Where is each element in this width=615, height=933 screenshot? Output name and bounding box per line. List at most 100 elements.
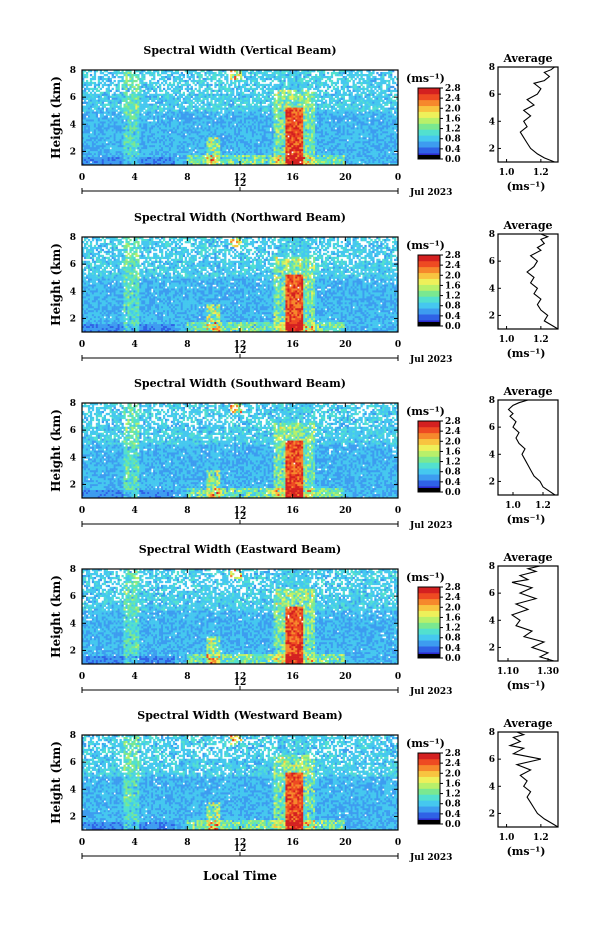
heatmap-cell — [380, 84, 382, 86]
heatmap-cell — [129, 94, 131, 96]
heatmap-cell — [206, 96, 208, 98]
heatmap-cell — [157, 94, 159, 96]
heatmap-cell — [260, 94, 262, 96]
heatmap-cell — [372, 86, 374, 88]
heatmap-cell — [289, 129, 291, 131]
heatmap-cell — [327, 123, 329, 125]
heatmap-cell — [353, 106, 355, 108]
heatmap-cell — [287, 106, 289, 108]
heatmap-cell — [202, 110, 204, 112]
heatmap-cell — [228, 106, 230, 108]
heatmap-cell — [139, 72, 141, 74]
heatmap-cell — [274, 106, 276, 108]
heatmap-cell — [218, 80, 220, 82]
heatmap-cell — [187, 131, 189, 133]
heatmap-cell — [305, 119, 307, 121]
heatmap-cell — [199, 84, 201, 86]
heatmap-cell — [202, 78, 204, 80]
heatmap-cell — [127, 127, 129, 129]
heatmap-cell — [335, 72, 337, 74]
heatmap-cell — [276, 88, 278, 90]
heatmap-cell — [301, 78, 303, 80]
heatmap-cell — [362, 123, 364, 125]
heatmap-cell — [386, 100, 388, 102]
heatmap-cell — [390, 125, 392, 127]
heatmap-cell — [289, 106, 291, 108]
heatmap-cell — [131, 90, 133, 92]
heatmap-cell — [177, 102, 179, 104]
heatmap-cell — [131, 110, 133, 112]
heatmap-cell — [376, 112, 378, 114]
heatmap-cell — [133, 129, 135, 131]
heatmap-cell — [325, 112, 327, 114]
heatmap-cell — [159, 106, 161, 108]
heatmap-cell — [232, 112, 234, 114]
heatmap-cell — [360, 96, 362, 98]
heatmap-cell — [311, 125, 313, 127]
heatmap-cell — [305, 76, 307, 78]
heatmap-cell — [309, 125, 311, 127]
heatmap-cell — [258, 84, 260, 86]
heatmap-cell — [285, 98, 287, 100]
heatmap-cell — [169, 125, 171, 127]
heatmap-cell — [167, 86, 169, 88]
heatmap-cell — [226, 131, 228, 133]
heatmap-cell — [123, 131, 125, 133]
heatmap-cell — [370, 94, 372, 96]
heatmap-cell — [206, 108, 208, 110]
heatmap-cell — [360, 72, 362, 74]
heatmap-cell — [331, 82, 333, 84]
heatmap-cell — [359, 96, 361, 98]
heatmap-cell — [359, 118, 361, 120]
heatmap-cell — [208, 127, 210, 129]
heatmap-cell — [230, 98, 232, 100]
heatmap-cell — [378, 125, 380, 127]
heatmap-cell — [202, 108, 204, 110]
heatmap-cell — [100, 82, 102, 84]
heatmap-cell — [335, 104, 337, 106]
heatmap-cell — [210, 84, 212, 86]
heatmap-cell — [206, 92, 208, 94]
heatmap-cell — [360, 119, 362, 121]
heatmap-cell — [293, 108, 295, 110]
heatmap-cell — [252, 76, 254, 78]
heatmap-cell — [260, 108, 262, 110]
heatmap-cell — [202, 100, 204, 102]
heatmap-cell — [386, 72, 388, 74]
heatmap-cell — [112, 121, 114, 123]
heatmap-cell — [222, 88, 224, 90]
heatmap-cell — [127, 104, 129, 106]
heatmap-cell — [204, 116, 206, 118]
heatmap-cell — [254, 118, 256, 120]
heatmap-cell — [165, 123, 167, 125]
heatmap-cell — [118, 127, 120, 129]
heatmap-cell — [167, 108, 169, 110]
heatmap-cell — [382, 121, 384, 123]
heatmap-cell — [319, 114, 321, 116]
heatmap-cell — [195, 104, 197, 106]
heatmap-cell — [293, 127, 295, 129]
heatmap-cell — [179, 121, 181, 123]
heatmap-cell — [323, 108, 325, 110]
heatmap-cell — [345, 114, 347, 116]
heatmap-cell — [359, 121, 361, 123]
heatmap-cell — [291, 78, 293, 80]
heatmap-cell — [90, 116, 92, 118]
heatmap-cell — [218, 96, 220, 98]
heatmap-cell — [195, 80, 197, 82]
heatmap-cell — [394, 100, 396, 102]
heatmap-cell — [278, 127, 280, 129]
heatmap-cell — [206, 119, 208, 121]
heatmap-cell — [353, 125, 355, 127]
heatmap-cell — [331, 94, 333, 96]
heatmap-cell — [90, 112, 92, 114]
heatmap-cell — [177, 131, 179, 133]
heatmap-cell — [347, 108, 349, 110]
heatmap-cell — [161, 94, 163, 96]
heatmap-cell — [226, 123, 228, 125]
heatmap-cell — [386, 121, 388, 123]
heatmap-cell — [374, 106, 376, 108]
heatmap-cell — [329, 131, 331, 133]
heatmap-cell — [102, 112, 104, 114]
heatmap-cell — [163, 116, 165, 118]
